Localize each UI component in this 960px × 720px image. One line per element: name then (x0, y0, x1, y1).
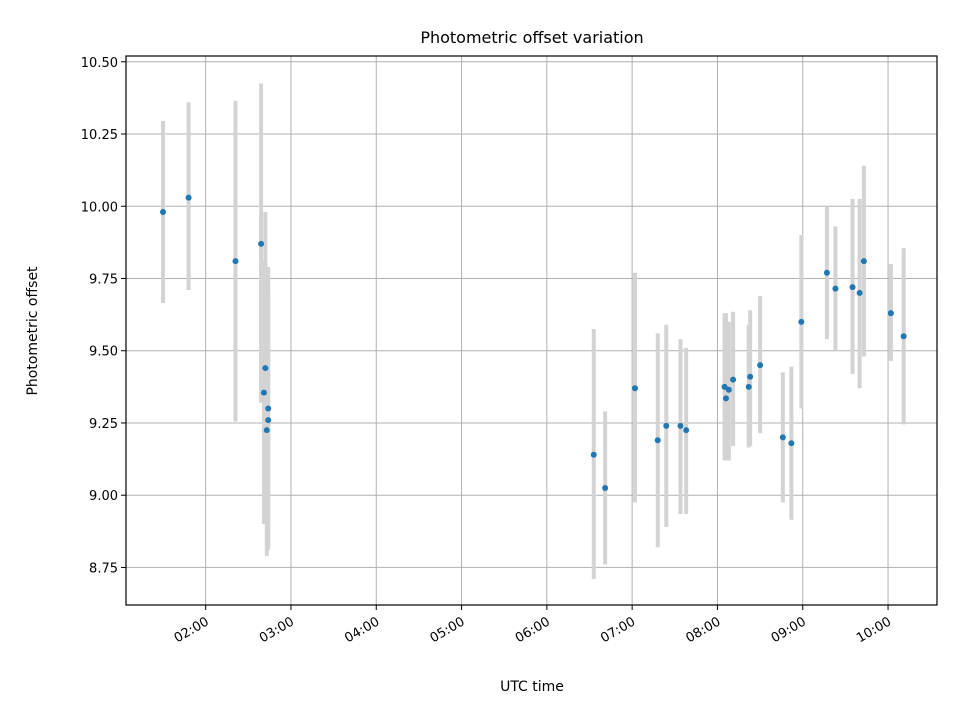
data-point (262, 365, 269, 372)
x-tick-label: 09:00 (769, 614, 809, 646)
data-point (654, 437, 661, 444)
data-point (823, 269, 830, 276)
data-point (683, 427, 690, 434)
y-tick-label: 9.50 (89, 345, 118, 360)
data-point (631, 385, 638, 392)
y-tick-label: 8.75 (89, 561, 118, 576)
data-point (856, 289, 863, 296)
data-point (722, 395, 729, 402)
plot-frame (125, 55, 938, 606)
y-tick-label: 9.00 (89, 489, 118, 504)
x-tick-label: 06:00 (513, 614, 553, 646)
data-points (160, 194, 907, 491)
chart-title: Photometric offset variation (420, 28, 643, 47)
y-tick-label: 10.50 (81, 56, 118, 71)
x-tick-label: 07:00 (598, 614, 638, 646)
data-point (757, 362, 764, 369)
data-point (232, 258, 239, 265)
x-tick-label: 08:00 (684, 614, 724, 646)
data-point (832, 285, 839, 292)
y-axis-label: Photometric offset (25, 266, 41, 396)
y-tick-label: 10.00 (81, 200, 118, 215)
grid (126, 56, 937, 605)
data-point (265, 417, 272, 424)
data-point (730, 376, 737, 383)
y-tick-label: 9.75 (89, 272, 118, 287)
error-bars (161, 83, 906, 579)
data-point (779, 434, 786, 441)
x-tick-label: 04:00 (342, 614, 382, 646)
x-tick-label: 10:00 (854, 614, 894, 646)
data-point (798, 318, 805, 325)
data-point (602, 484, 609, 491)
data-point (590, 451, 597, 458)
data-point (185, 194, 192, 201)
data-point (663, 422, 670, 429)
data-point (745, 383, 752, 390)
data-point (258, 240, 265, 247)
data-point (263, 427, 270, 434)
data-point (677, 422, 684, 429)
data-point (849, 284, 856, 291)
x-tick-label: 05:00 (428, 614, 468, 646)
data-point (788, 440, 795, 447)
data-point (747, 373, 754, 380)
data-point (900, 333, 907, 340)
data-point (721, 383, 728, 390)
data-point (265, 405, 272, 412)
y-tick-label: 9.25 (89, 417, 118, 432)
x-tick-label: 02:00 (172, 614, 212, 646)
x-tick-label: 03:00 (257, 614, 297, 646)
data-point (725, 386, 732, 393)
data-point (160, 209, 166, 216)
y-axis: 8.75 9.00 9.25 9.50 9.75 10.00 10.25 10.50 (81, 56, 126, 576)
data-point (887, 310, 894, 317)
y-tick-label: 10.25 (81, 128, 118, 143)
x-axis: 02:00 03:00 04:00 05:00 06:00 07:00 08:00 09:00… (172, 605, 894, 646)
data-point (860, 258, 867, 265)
x-axis-label: UTC time (500, 679, 564, 695)
data-point (260, 389, 267, 396)
